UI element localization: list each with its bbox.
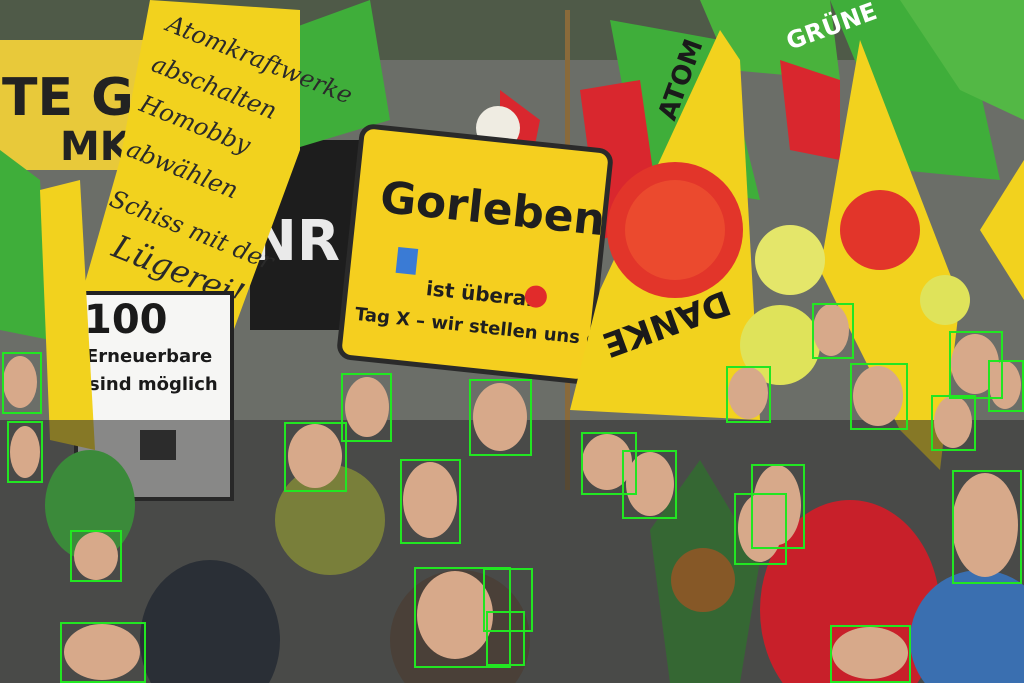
face-box bbox=[988, 360, 1024, 412]
face-box bbox=[60, 622, 146, 683]
face-box bbox=[284, 422, 347, 492]
face-box bbox=[830, 625, 911, 683]
face-box bbox=[751, 464, 805, 549]
white-sign-number: 100 bbox=[84, 297, 168, 343]
face-box bbox=[7, 421, 43, 483]
face-box bbox=[734, 493, 787, 565]
white-sign-line1: Erneuerbare bbox=[86, 346, 212, 367]
face-box bbox=[949, 331, 1003, 399]
face-box bbox=[952, 470, 1022, 584]
face-box bbox=[622, 450, 677, 519]
face-box bbox=[2, 352, 42, 414]
face-box bbox=[70, 530, 122, 582]
face-box bbox=[483, 568, 533, 632]
face-box bbox=[414, 567, 511, 668]
face-box bbox=[486, 611, 525, 666]
white-sign-line2: sind möglich bbox=[89, 374, 218, 395]
face-box bbox=[726, 366, 771, 423]
face-box bbox=[812, 303, 854, 359]
gorleben-sign bbox=[337, 124, 613, 384]
face-box bbox=[341, 373, 392, 442]
face-box bbox=[400, 459, 461, 544]
face-box bbox=[469, 379, 532, 456]
face-box bbox=[581, 432, 637, 495]
handwritten-flag bbox=[80, 0, 300, 340]
face-box bbox=[850, 363, 908, 430]
face-box bbox=[931, 395, 976, 451]
